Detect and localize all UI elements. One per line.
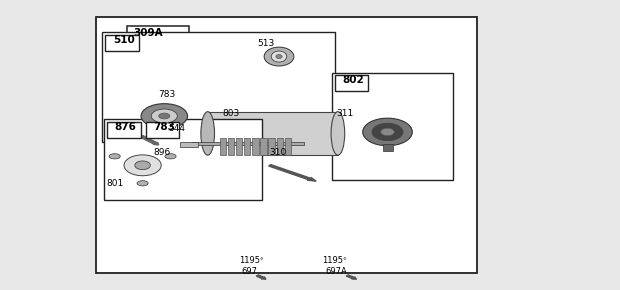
Ellipse shape <box>276 55 282 59</box>
Ellipse shape <box>159 113 170 119</box>
Ellipse shape <box>151 109 177 123</box>
Ellipse shape <box>201 112 215 155</box>
Ellipse shape <box>165 154 176 159</box>
Text: 876: 876 <box>115 122 136 132</box>
Text: 311: 311 <box>336 109 353 118</box>
Ellipse shape <box>272 51 286 62</box>
FancyArrow shape <box>256 275 266 279</box>
Ellipse shape <box>124 155 161 176</box>
Bar <box>228 138 234 155</box>
Ellipse shape <box>381 128 394 136</box>
Ellipse shape <box>363 118 412 146</box>
Bar <box>260 138 267 155</box>
Bar <box>107 122 141 138</box>
Bar <box>96 17 477 273</box>
Bar <box>146 122 179 138</box>
Text: 510: 510 <box>113 35 135 45</box>
Text: 783: 783 <box>153 122 175 132</box>
Text: 1195: 1195 <box>239 256 260 265</box>
Text: 697A: 697A <box>326 267 347 275</box>
Bar <box>208 112 338 155</box>
Text: eReplacementParts.com: eReplacementParts.com <box>227 117 346 127</box>
Ellipse shape <box>264 47 294 66</box>
Ellipse shape <box>109 154 120 159</box>
FancyArrow shape <box>346 275 356 279</box>
Text: 801: 801 <box>107 179 124 188</box>
Bar <box>268 138 275 155</box>
Ellipse shape <box>141 104 187 128</box>
Bar <box>104 119 262 200</box>
Bar <box>180 142 198 147</box>
Bar <box>236 138 242 155</box>
Bar <box>192 142 304 145</box>
Text: °: ° <box>259 259 263 265</box>
FancyArrow shape <box>140 136 159 145</box>
Text: 513: 513 <box>257 39 275 48</box>
Bar <box>220 138 226 155</box>
Text: 544: 544 <box>169 124 185 133</box>
Ellipse shape <box>137 181 148 186</box>
Bar <box>383 144 393 151</box>
FancyArrow shape <box>268 165 316 181</box>
Bar <box>127 26 189 46</box>
Bar <box>277 138 283 155</box>
Text: 309A: 309A <box>133 28 163 37</box>
Ellipse shape <box>113 148 172 182</box>
Ellipse shape <box>135 161 150 170</box>
Text: 783: 783 <box>158 90 175 99</box>
Text: 697: 697 <box>242 267 258 275</box>
Bar <box>335 75 368 91</box>
Text: °: ° <box>343 259 347 265</box>
Bar <box>252 138 259 155</box>
Text: 1195: 1195 <box>322 256 343 265</box>
Bar <box>285 138 291 155</box>
Bar <box>102 32 335 142</box>
Text: 803: 803 <box>222 109 239 118</box>
Text: 802: 802 <box>342 75 364 85</box>
Ellipse shape <box>372 123 403 141</box>
Text: 310: 310 <box>270 148 287 157</box>
Bar <box>332 72 453 180</box>
Bar <box>105 35 139 51</box>
Bar <box>244 138 250 155</box>
Text: 896: 896 <box>154 148 171 157</box>
Ellipse shape <box>331 112 345 155</box>
